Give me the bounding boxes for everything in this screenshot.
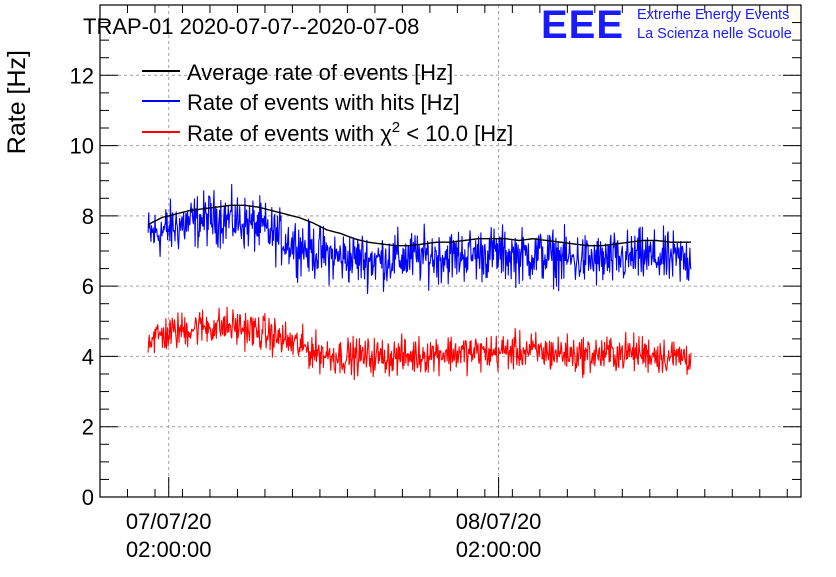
series-group: [147, 183, 692, 381]
y-tick-label: 2: [82, 415, 94, 440]
y-axis-label: Rate [Hz]: [3, 50, 31, 154]
series-line-chi2: [147, 306, 692, 381]
x-tick-label-date: 08/07/20: [456, 509, 542, 534]
legend-label-chi2: Rate of events with χ2 < 10.0 [Hz]: [187, 119, 513, 146]
axis-ticks: [100, 4, 801, 498]
x-tick-label-time: 02:00:00: [456, 537, 542, 562]
logo-line1: Extreme Energy Events: [637, 7, 789, 23]
y-tick-label: 8: [82, 204, 94, 229]
logo-line2: La Scienza nelle Scuole: [637, 26, 792, 42]
series-line-average: [147, 204, 691, 247]
x-tick-label-date: 07/07/20: [126, 509, 212, 534]
series-line-hits: [147, 183, 692, 295]
eee-logo: EEE Extreme Energy Events La Scienza nel…: [541, 3, 792, 47]
y-tick-label: 10: [70, 134, 94, 159]
legend: Average rate of events [Hz] Rate of event…: [142, 60, 513, 146]
x-tick-label-time: 02:00:00: [126, 537, 212, 562]
legend-label-hits: Rate of events with hits [Hz]: [187, 90, 460, 115]
y-tick-label: 12: [70, 63, 94, 88]
y-tick-label: 6: [82, 274, 94, 299]
tick-labels: 0 2 4 6 8 10 12 07/07/20 02:00:00 08/07/20 02:00:0…: [70, 63, 542, 562]
y-tick-label: 0: [82, 485, 94, 510]
legend-label-average: Average rate of events [Hz]: [187, 60, 453, 85]
logo-mark: EEE: [541, 3, 624, 47]
y-tick-label: 4: [82, 344, 94, 369]
chart-title: TRAP-01 2020-07-07--2020-07-08: [83, 14, 419, 39]
